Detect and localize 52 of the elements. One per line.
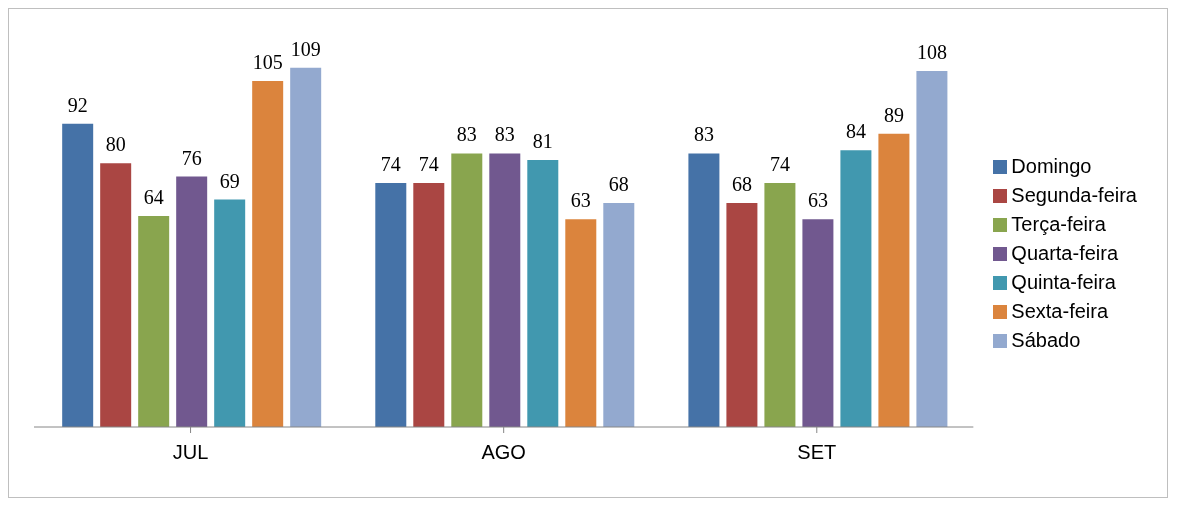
- data-label: 92: [67, 93, 88, 116]
- legend-label: Quinta-feira: [1011, 270, 1116, 293]
- data-label: 63: [570, 189, 591, 212]
- data-label: 83: [494, 123, 515, 146]
- bar: [375, 183, 407, 427]
- bar: [878, 133, 910, 427]
- bar: [451, 153, 483, 427]
- data-label: 89: [883, 103, 904, 126]
- data-label: 109: [290, 37, 321, 60]
- legend-label: Domingo: [1011, 154, 1092, 177]
- data-label: 83: [456, 123, 477, 146]
- legend-label: Segunda-feira: [1011, 183, 1137, 206]
- data-label: 76: [181, 146, 202, 169]
- bar: [726, 202, 758, 427]
- data-label: 84: [845, 120, 866, 143]
- data-label: 105: [252, 50, 283, 73]
- bar: [565, 219, 597, 427]
- x-tick-label: JUL: [172, 441, 209, 464]
- bar: [916, 71, 948, 427]
- bar: [802, 219, 834, 427]
- data-label: 74: [380, 153, 401, 176]
- data-label: 108: [916, 41, 947, 64]
- bar: [527, 160, 559, 427]
- data-label: 80: [105, 133, 126, 156]
- legend-label: Terça-feira: [1011, 212, 1106, 235]
- bar: [62, 123, 94, 427]
- bar: [603, 202, 635, 427]
- bar: [413, 183, 445, 427]
- data-label: 64: [143, 186, 164, 209]
- legend-label: Sábado: [1011, 328, 1081, 351]
- bar: [489, 153, 521, 427]
- x-tick-label: AGO: [481, 441, 526, 464]
- bar: [688, 153, 720, 427]
- bar: [176, 176, 208, 427]
- legend-label: Quarta-feira: [1011, 241, 1119, 264]
- bar: [214, 199, 246, 427]
- bar: [138, 216, 170, 427]
- x-tick-label: SET: [797, 441, 837, 464]
- bar: [252, 80, 284, 427]
- bar: [100, 163, 132, 427]
- data-label: 83: [693, 123, 714, 146]
- data-label: 81: [532, 130, 553, 153]
- legend-label: Sexta-feira: [1011, 299, 1109, 322]
- bar: [840, 150, 872, 427]
- bar: [290, 67, 322, 427]
- bar: [764, 183, 796, 427]
- data-label: 69: [219, 169, 240, 192]
- data-label: 68: [731, 172, 752, 195]
- data-label: 74: [418, 153, 439, 176]
- data-label: 63: [807, 189, 828, 212]
- data-label: 68: [608, 172, 629, 195]
- data-label: 74: [769, 153, 790, 176]
